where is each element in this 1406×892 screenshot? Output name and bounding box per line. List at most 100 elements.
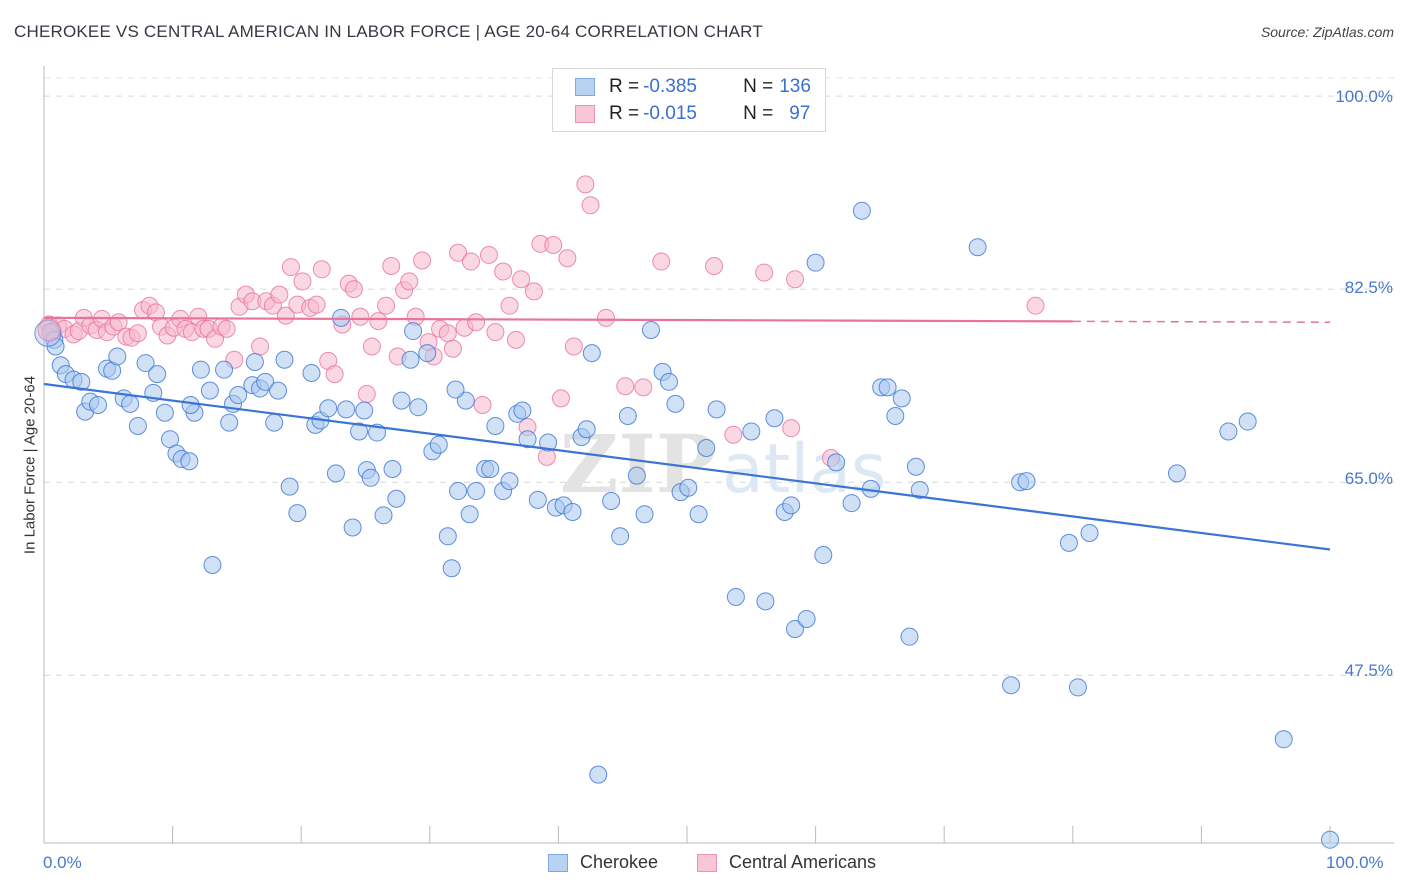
- central-americans-point-55: [377, 296, 396, 315]
- central-americans-point-93: [724, 425, 743, 444]
- cherokee-point-9: [89, 395, 108, 414]
- central-americans-extra-point-1: [1026, 296, 1045, 315]
- central-americans-point-69: [461, 252, 480, 271]
- cherokee-point-39: [280, 477, 299, 496]
- legend-n-value: 136: [779, 76, 811, 97]
- cherokee-point-6: [72, 372, 91, 391]
- cherokee-point-134: [355, 401, 374, 420]
- cherokee-point-62: [429, 435, 448, 454]
- cherokee-point-41: [302, 363, 321, 382]
- cherokee-point-127: [1080, 523, 1099, 542]
- cherokee-point-47: [337, 400, 356, 419]
- cherokee-point-129: [1219, 422, 1238, 441]
- cherokee-point-64: [442, 559, 461, 578]
- cherokee-point-120: [910, 480, 929, 499]
- central-americans-point-56: [382, 256, 401, 275]
- cherokee-point-35: [256, 372, 275, 391]
- cherokee-point-53: [374, 506, 393, 525]
- central-americans-point-94: [755, 263, 774, 282]
- cherokee-point-111: [842, 494, 861, 513]
- bottom-swatch-blue: [548, 853, 568, 872]
- central-americans-point-83: [551, 389, 570, 408]
- cherokee-point-132: [1321, 830, 1339, 849]
- chart-title: CHEROKEE VS CENTRAL AMERICAN IN LABOR FO…: [14, 22, 763, 41]
- legend-row-central-americans: R = -0.015 N = 97: [575, 102, 810, 126]
- cherokee-point-44: [319, 399, 338, 418]
- cherokee-point-27: [203, 555, 222, 574]
- bottom-legend-cherokee: Cherokee: [548, 852, 658, 873]
- cherokee-point-49: [350, 422, 369, 441]
- cherokee-point-14: [121, 394, 140, 413]
- central-americans-point-cluster: [37, 318, 61, 342]
- cherokee-point-102: [756, 592, 775, 611]
- central-americans-point-87: [581, 196, 600, 215]
- central-americans-point-15: [128, 324, 147, 343]
- cherokee-point-105: [782, 496, 801, 515]
- cherokee-point-124: [1017, 472, 1036, 491]
- central-americans-point-92: [705, 256, 724, 275]
- cherokee-point-109: [814, 546, 833, 565]
- legend-swatch-blue: [575, 78, 595, 96]
- cherokee-point-126: [1068, 678, 1087, 697]
- legend-n-value: 97: [789, 103, 811, 124]
- central-americans-point-76: [506, 330, 525, 349]
- central-americans-point-79: [524, 282, 543, 301]
- cherokee-point-66: [456, 391, 475, 410]
- cherokee-point-25: [191, 360, 210, 379]
- bottom-swatch-pink: [697, 853, 717, 872]
- cherokee-point-106: [786, 619, 805, 638]
- cherokee-point-89: [627, 466, 646, 485]
- cherokee-point-119: [906, 457, 925, 476]
- y-tick-label-65: 65.0%: [1344, 469, 1393, 488]
- central-americans-point-75: [500, 296, 519, 315]
- central-americans-point-90: [634, 378, 653, 397]
- cherokee-point-112: [852, 201, 871, 220]
- central-americans-point-40: [281, 258, 300, 277]
- cherokee-point-91: [641, 320, 660, 339]
- cherokee-point-128: [1167, 464, 1186, 483]
- cherokee-point-133: [181, 395, 200, 414]
- cherokee-point-97: [689, 505, 708, 524]
- cherokee-point-63: [438, 527, 457, 546]
- cherokee-point-96: [679, 478, 698, 497]
- central-americans-point-71: [473, 395, 492, 414]
- central-americans-point-30: [217, 319, 236, 338]
- watermark-atlas: atlas: [722, 430, 886, 509]
- cherokee-point-103: [765, 409, 784, 428]
- central-americans-point-35: [251, 337, 270, 356]
- cherokee-point-83: [577, 420, 596, 439]
- cherokee-point-73: [500, 472, 519, 491]
- cherokee-point-28: [215, 360, 234, 379]
- cherokee-point-12: [108, 347, 127, 366]
- legend-n-label: N =: [743, 103, 774, 124]
- cherokee-point-37: [269, 381, 288, 400]
- y-tick-label-100: 100.0%: [1335, 87, 1393, 106]
- cherokee-point-90: [635, 505, 654, 524]
- cherokee-point-19: [155, 403, 174, 422]
- cherokee-point-101: [742, 422, 761, 441]
- cherokee-point-16: [136, 354, 155, 373]
- cherokee-point-26: [200, 381, 219, 400]
- x-tick-label-min: 0.0%: [43, 853, 82, 872]
- x-tick-label-max: 100.0%: [1326, 853, 1384, 872]
- cherokee-point-54: [383, 459, 402, 478]
- cherokee-point-75: [513, 401, 532, 420]
- cherokee-point-18: [148, 365, 167, 384]
- central-americans-point-38: [270, 285, 289, 304]
- cherokee-point-88: [618, 407, 637, 426]
- cherokee-trend-line: [43, 382, 1331, 551]
- central-americans-point-96: [786, 270, 805, 289]
- cherokee-point-100: [726, 587, 745, 606]
- central-americans-point-50: [344, 280, 363, 299]
- cherokee-point-67: [460, 505, 479, 524]
- cherokee-point-70: [481, 459, 500, 478]
- central-americans-point-70: [467, 313, 486, 332]
- central-americans-point-84: [558, 249, 577, 268]
- central-americans-point-72: [479, 245, 498, 264]
- y-tick-label-47-5: 47.5%: [1344, 661, 1393, 680]
- central-americans-point-82: [544, 236, 563, 255]
- legend-n-label: N =: [743, 76, 774, 97]
- bottom-legend-label-cherokee: Cherokee: [580, 852, 659, 872]
- cherokee-point-40: [288, 504, 307, 523]
- cherokee-point-58: [404, 322, 423, 341]
